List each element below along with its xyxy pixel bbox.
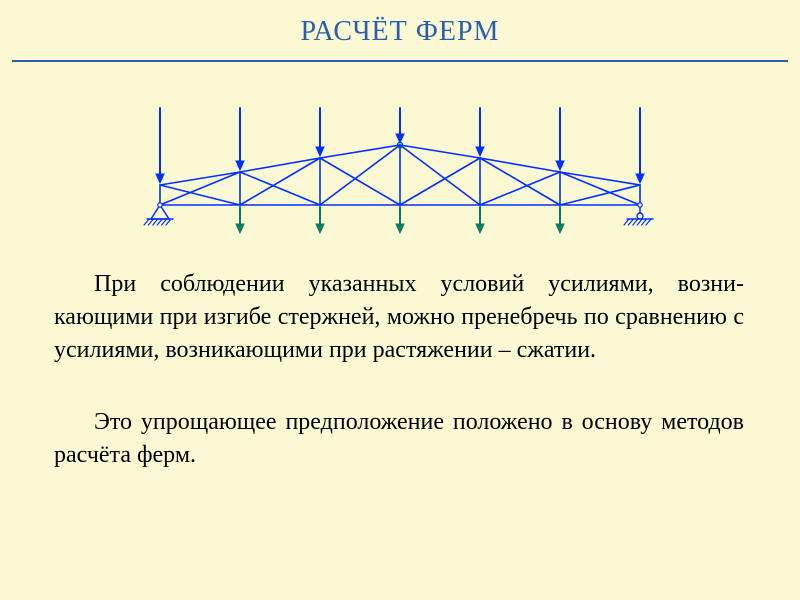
page-title: РАСЧЁТ ФЕРМ [0, 16, 800, 48]
title-underline [12, 60, 788, 62]
paragraph-1: При соблюдении указанных условий усилиям… [54, 268, 744, 367]
slide: РАСЧЁТ ФЕРМ При соблюдении указанных усл… [0, 0, 800, 600]
truss-diagram [130, 100, 670, 240]
paragraph-2: Это упрощающее предположение положено в … [54, 406, 744, 472]
